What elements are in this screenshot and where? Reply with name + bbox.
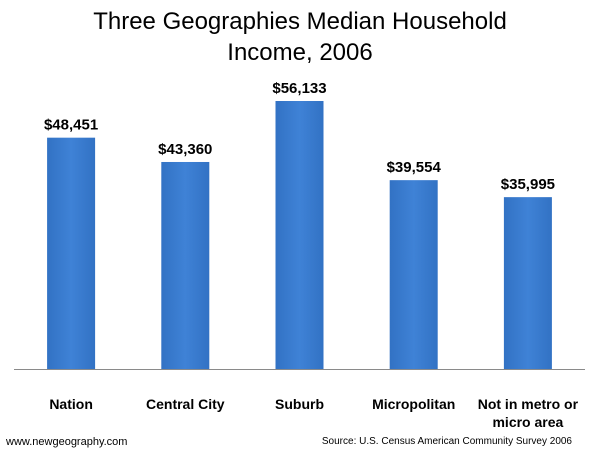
- category-label-1: Central City: [146, 396, 225, 412]
- bar-0: [47, 137, 96, 369]
- category-label-2: Suburb: [275, 396, 324, 412]
- bar-1: [161, 161, 210, 369]
- category-label-4-line-1: micro area: [492, 414, 563, 430]
- data-label-3: $39,554: [387, 159, 442, 176]
- data-label-0: $48,451: [44, 117, 98, 134]
- site-credit: www.newgeography.com: [6, 436, 128, 448]
- bar-4: [503, 197, 552, 369]
- data-label-4: $35,995: [501, 176, 555, 193]
- category-label-3: Micropolitan: [372, 396, 455, 412]
- data-label-1: $43,360: [158, 141, 212, 158]
- source-note: Source: U.S. Census American Community S…: [321, 436, 572, 447]
- chart-title-line-1: Three Geographies Median Household: [93, 8, 507, 35]
- category-label-0: Nation: [49, 396, 93, 412]
- chart-title-line-2: Income, 2006: [227, 39, 373, 66]
- bar-2: [275, 101, 324, 369]
- data-label-2: $56,133: [272, 80, 326, 97]
- category-label-4-line-0: Not in metro or: [478, 396, 579, 412]
- bar-3: [389, 180, 438, 369]
- chart-title: Three Geographies Median Household Incom…: [0, 6, 600, 68]
